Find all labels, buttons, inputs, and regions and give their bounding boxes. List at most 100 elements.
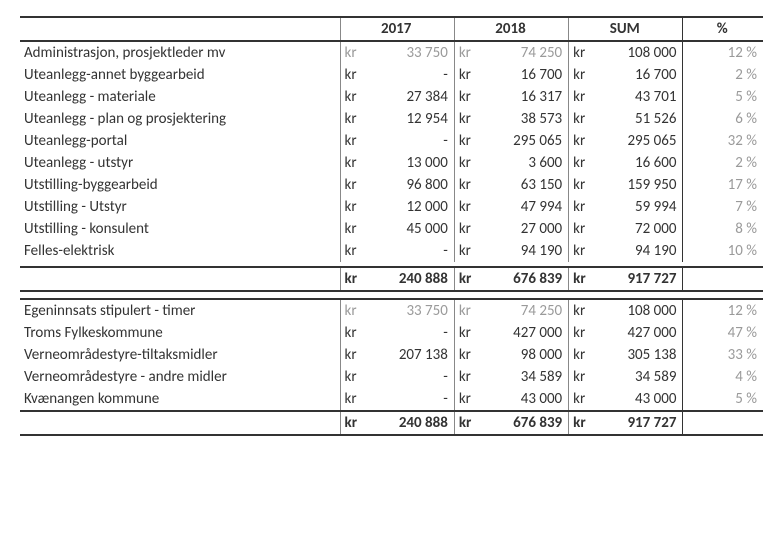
header-pct: % (683, 17, 763, 41)
kr-label: kr (569, 388, 601, 411)
kr-label: kr (569, 152, 601, 174)
kr-label: kr (454, 218, 486, 240)
row-label: Felles-elektrisk (20, 240, 340, 262)
table-row: Felles-elektriskkr-kr94 190kr94 19010 % (20, 240, 763, 262)
total-2018: 676 839 (486, 267, 568, 291)
total-pct-blank (683, 267, 763, 291)
kr-label: kr (340, 130, 372, 152)
value-pct: 6 % (683, 108, 763, 130)
value-2018: 38 573 (486, 108, 568, 130)
row-label: Troms Fylkeskommune (20, 322, 340, 344)
row-label: Administrasjon, prosjektleder mv (20, 41, 340, 64)
kr-label: kr (454, 240, 486, 262)
table-row: Utstilling - konsulentkr45 000kr27 000kr… (20, 218, 763, 240)
row-label: Uteanlegg-annet byggearbeid (20, 64, 340, 86)
table-row: Egeninnsats stipulert - timerkr33 750kr7… (20, 299, 763, 322)
spacer-cell (683, 291, 763, 299)
value-2017: - (372, 322, 454, 344)
totals-blank (20, 411, 340, 435)
table-row: Verneområdestyre - andre midlerkr-kr34 5… (20, 366, 763, 388)
value-2017: 12 954 (372, 108, 454, 130)
kr-label: kr (340, 322, 372, 344)
value-sum: 43 000 (601, 388, 683, 411)
table-row: Kvænangen kommunekr-kr43 000kr43 0005 % (20, 388, 763, 411)
totals-blank (20, 267, 340, 291)
kr-label: kr (569, 108, 601, 130)
value-2017: - (372, 366, 454, 388)
value-pct: 7 % (683, 196, 763, 218)
value-pct: 4 % (683, 366, 763, 388)
kr-label: kr (569, 411, 601, 435)
spacer-cell (340, 291, 372, 299)
kr-label: kr (454, 299, 486, 322)
table-row: Uteanlegg - materialekr27 384kr16 317kr4… (20, 86, 763, 108)
kr-label: kr (340, 108, 372, 130)
table-row: Troms Fylkeskommunekr-kr427 000kr427 000… (20, 322, 763, 344)
value-2018: 98 000 (486, 344, 568, 366)
spacer-row (20, 291, 763, 299)
spacer-cell (20, 291, 340, 299)
kr-label: kr (454, 411, 486, 435)
kr-label: kr (454, 86, 486, 108)
value-2018: 427 000 (486, 322, 568, 344)
totals-row: kr240 888kr676 839kr917 727 (20, 411, 763, 435)
total-2018: 676 839 (486, 411, 568, 435)
value-2017: 96 800 (372, 174, 454, 196)
table-row: Utstilling-byggearbeidkr96 800kr63 150kr… (20, 174, 763, 196)
spacer-cell (372, 291, 454, 299)
table-row: Uteanlegg-annet byggearbeidkr-kr16 700kr… (20, 64, 763, 86)
value-sum: 305 138 (601, 344, 683, 366)
row-label: Verneområdestyre - andre midler (20, 366, 340, 388)
value-sum: 16 600 (601, 152, 683, 174)
value-2017: 12 000 (372, 196, 454, 218)
table-row: Uteanlegg - plan og prosjekteringkr12 95… (20, 108, 763, 130)
row-label: Utstilling-byggearbeid (20, 174, 340, 196)
table-row: Uteanlegg-portalkr-kr295 065kr295 06532 … (20, 130, 763, 152)
kr-label: kr (569, 196, 601, 218)
kr-label: kr (340, 267, 372, 291)
total-pct-blank (683, 411, 763, 435)
value-2017: 33 750 (372, 41, 454, 64)
spacer-cell (486, 291, 568, 299)
kr-label: kr (454, 344, 486, 366)
table-header: 2017 2018 SUM % (20, 17, 763, 41)
kr-label: kr (569, 240, 601, 262)
kr-label: kr (454, 366, 486, 388)
kr-label: kr (569, 366, 601, 388)
kr-label: kr (454, 152, 486, 174)
value-pct: 10 % (683, 240, 763, 262)
row-label: Verneområdestyre-tiltaksmidler (20, 344, 340, 366)
kr-label: kr (340, 86, 372, 108)
value-pct: 5 % (683, 86, 763, 108)
value-2017: 13 000 (372, 152, 454, 174)
value-2018: 16 317 (486, 86, 568, 108)
kr-label: kr (340, 64, 372, 86)
kr-label: kr (569, 41, 601, 64)
row-label: Uteanlegg - materiale (20, 86, 340, 108)
row-label: Egeninnsats stipulert - timer (20, 299, 340, 322)
value-pct: 17 % (683, 174, 763, 196)
row-label: Utstilling - Utstyr (20, 196, 340, 218)
value-2017: - (372, 388, 454, 411)
kr-label: kr (454, 322, 486, 344)
row-label: Kvænangen kommune (20, 388, 340, 411)
table-row: Administrasjon, prosjektleder mvkr33 750… (20, 41, 763, 64)
kr-label: kr (569, 64, 601, 86)
value-sum: 43 701 (601, 86, 683, 108)
kr-label: kr (340, 41, 372, 64)
kr-label: kr (340, 366, 372, 388)
value-2018: 34 589 (486, 366, 568, 388)
value-2018: 47 994 (486, 196, 568, 218)
value-sum: 34 589 (601, 366, 683, 388)
kr-label: kr (454, 267, 486, 291)
value-pct: 32 % (683, 130, 763, 152)
kr-label: kr (340, 240, 372, 262)
kr-label: kr (454, 130, 486, 152)
total-sum: 917 727 (601, 267, 683, 291)
kr-label: kr (569, 86, 601, 108)
kr-label: kr (569, 322, 601, 344)
kr-label: kr (340, 299, 372, 322)
value-pct: 12 % (683, 299, 763, 322)
value-2018: 27 000 (486, 218, 568, 240)
kr-label: kr (340, 174, 372, 196)
